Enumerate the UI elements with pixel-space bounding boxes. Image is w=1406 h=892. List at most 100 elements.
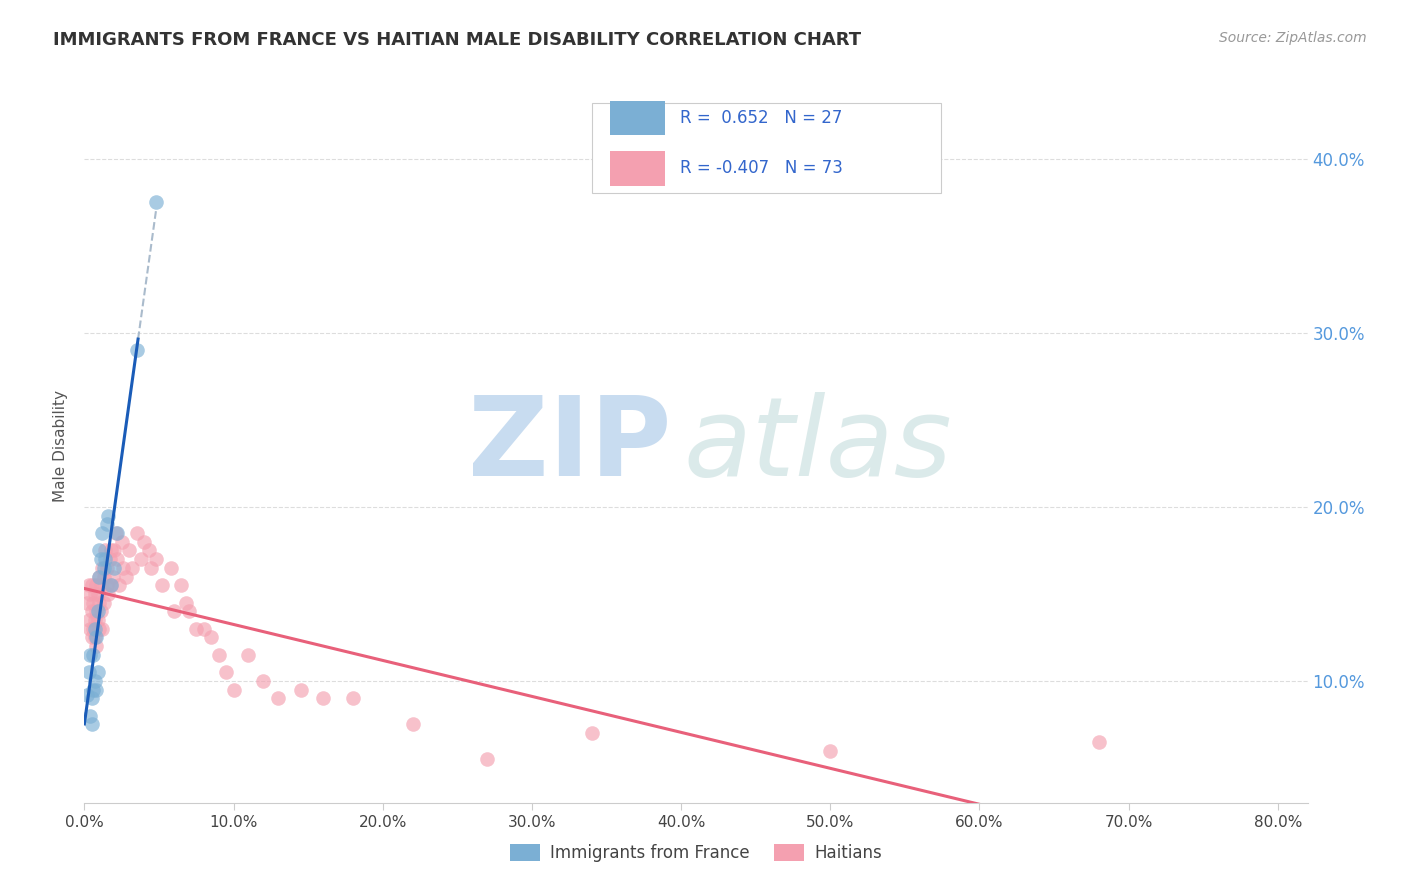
Text: R =  0.652   N = 27: R = 0.652 N = 27 bbox=[681, 109, 842, 127]
Point bbox=[138, 543, 160, 558]
Point bbox=[87, 613, 110, 627]
Point bbox=[80, 604, 103, 618]
Point bbox=[96, 517, 118, 532]
Point bbox=[125, 343, 148, 358]
Point bbox=[82, 622, 104, 636]
Point bbox=[1087, 735, 1109, 749]
Point bbox=[82, 596, 104, 610]
Point bbox=[84, 578, 107, 592]
Point bbox=[160, 561, 183, 575]
Point bbox=[107, 578, 129, 592]
Point bbox=[83, 587, 105, 601]
Point bbox=[207, 648, 229, 662]
Y-axis label: Male Disability: Male Disability bbox=[53, 390, 69, 502]
Point bbox=[145, 552, 167, 566]
Point bbox=[112, 561, 135, 575]
FancyBboxPatch shape bbox=[610, 101, 665, 136]
Point bbox=[93, 596, 115, 610]
Point bbox=[84, 604, 107, 618]
Legend: Immigrants from France, Haitians: Immigrants from France, Haitians bbox=[510, 844, 882, 863]
Point bbox=[82, 682, 104, 697]
Point bbox=[141, 561, 163, 575]
Point bbox=[174, 596, 197, 610]
FancyBboxPatch shape bbox=[592, 103, 941, 193]
Point bbox=[96, 561, 118, 575]
Point bbox=[90, 604, 112, 618]
Point bbox=[89, 569, 111, 583]
Point bbox=[252, 673, 274, 688]
Point bbox=[98, 552, 121, 566]
Point bbox=[80, 578, 103, 592]
Point bbox=[150, 578, 173, 592]
Text: R = -0.407   N = 73: R = -0.407 N = 73 bbox=[681, 160, 844, 178]
Point bbox=[177, 604, 200, 618]
Point bbox=[170, 578, 193, 592]
Point bbox=[96, 578, 118, 592]
Point bbox=[312, 691, 335, 706]
Point bbox=[80, 631, 103, 645]
Point bbox=[118, 543, 141, 558]
Text: atlas: atlas bbox=[683, 392, 952, 500]
Text: IMMIGRANTS FROM FRANCE VS HAITIAN MALE DISABILITY CORRELATION CHART: IMMIGRANTS FROM FRANCE VS HAITIAN MALE D… bbox=[53, 31, 862, 49]
Point bbox=[84, 639, 107, 653]
Point bbox=[82, 648, 104, 662]
FancyBboxPatch shape bbox=[610, 152, 665, 186]
Point bbox=[342, 691, 364, 706]
Point bbox=[77, 665, 100, 680]
Point bbox=[93, 569, 115, 583]
Point bbox=[79, 622, 101, 636]
Point bbox=[90, 578, 112, 592]
Point bbox=[80, 691, 103, 706]
Point bbox=[84, 631, 107, 645]
Point bbox=[163, 604, 186, 618]
Point bbox=[76, 596, 98, 610]
Point bbox=[121, 561, 143, 575]
Point bbox=[77, 578, 100, 592]
Point bbox=[104, 526, 127, 541]
Point bbox=[76, 688, 98, 702]
Point bbox=[100, 578, 122, 592]
Point bbox=[145, 195, 167, 210]
Point bbox=[818, 743, 841, 757]
Point bbox=[83, 673, 105, 688]
Point bbox=[125, 526, 148, 541]
Point bbox=[91, 622, 114, 636]
Point bbox=[475, 752, 498, 766]
Point bbox=[80, 717, 103, 731]
Point bbox=[129, 552, 152, 566]
Point bbox=[267, 691, 290, 706]
Point bbox=[77, 613, 100, 627]
Point bbox=[87, 665, 110, 680]
Point bbox=[132, 534, 155, 549]
Point bbox=[83, 622, 105, 636]
Point bbox=[115, 569, 138, 583]
Point bbox=[83, 631, 105, 645]
Point bbox=[89, 569, 111, 583]
Point bbox=[215, 665, 238, 680]
Point bbox=[103, 543, 125, 558]
Point bbox=[91, 526, 114, 541]
Point bbox=[90, 552, 112, 566]
Point bbox=[93, 561, 115, 575]
Point bbox=[89, 622, 111, 636]
Point bbox=[101, 569, 124, 583]
Point bbox=[238, 648, 260, 662]
Point bbox=[222, 682, 245, 697]
Point bbox=[581, 726, 603, 740]
Point bbox=[105, 526, 128, 541]
Point bbox=[401, 717, 423, 731]
Point bbox=[100, 543, 122, 558]
Point bbox=[94, 543, 117, 558]
Text: Source: ZipAtlas.com: Source: ZipAtlas.com bbox=[1219, 31, 1367, 45]
Text: ZIP: ZIP bbox=[468, 392, 672, 500]
Point bbox=[89, 543, 111, 558]
Point bbox=[290, 682, 312, 697]
Point bbox=[111, 534, 134, 549]
Point bbox=[105, 552, 128, 566]
Point bbox=[87, 587, 110, 601]
Point bbox=[84, 682, 107, 697]
Point bbox=[83, 613, 105, 627]
Point bbox=[200, 631, 222, 645]
Point bbox=[97, 508, 120, 523]
Point bbox=[79, 708, 101, 723]
